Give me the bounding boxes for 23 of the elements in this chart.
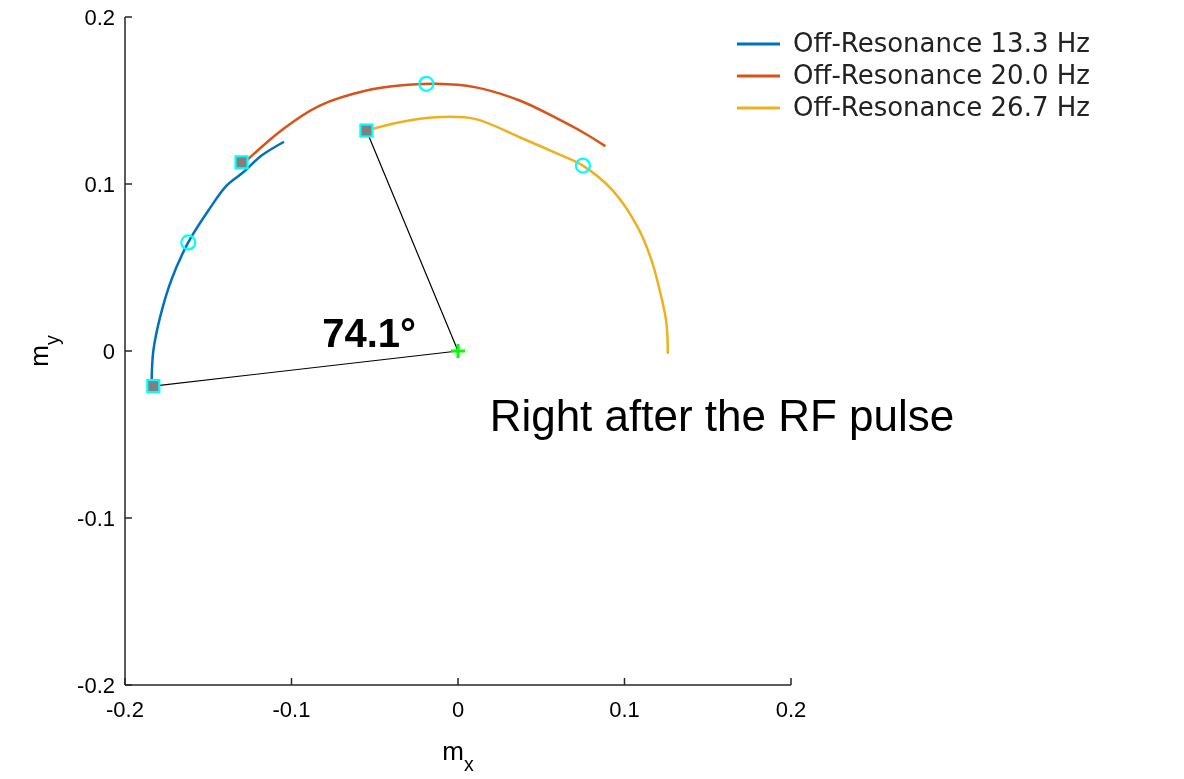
x-tick-label: 0 bbox=[451, 697, 465, 722]
y-tick-label: -0.1 bbox=[77, 506, 115, 531]
annotation: 74.1° bbox=[322, 311, 416, 355]
x-tick-label: -0.1 bbox=[272, 697, 311, 722]
y-tick-label: 0.2 bbox=[84, 5, 115, 30]
y-tick-label: 0 bbox=[102, 339, 115, 364]
x-tick-label: -0.2 bbox=[106, 697, 144, 722]
annotation: Right after the RF pulse bbox=[489, 391, 955, 441]
point bbox=[449, 342, 467, 360]
point bbox=[359, 123, 374, 138]
point bbox=[234, 155, 249, 170]
legend-label: Off-Resonance 20.0 Hz bbox=[793, 60, 1090, 90]
y-tick-label: -0.2 bbox=[77, 673, 115, 698]
legend-label: Off-Resonance 13.3 Hz bbox=[793, 28, 1090, 58]
x-tick-label: 0.2 bbox=[775, 697, 807, 722]
point bbox=[146, 378, 161, 394]
point bbox=[180, 234, 197, 251]
legend-label: Off-Resonance 26.7 Hz bbox=[793, 92, 1090, 122]
x-tick-label: 0.1 bbox=[609, 697, 640, 722]
point bbox=[574, 157, 591, 174]
y-tick-label: 0.1 bbox=[84, 172, 115, 197]
point bbox=[418, 75, 435, 92]
x-axis-title: m$_{x}$ bbox=[442, 736, 474, 775]
